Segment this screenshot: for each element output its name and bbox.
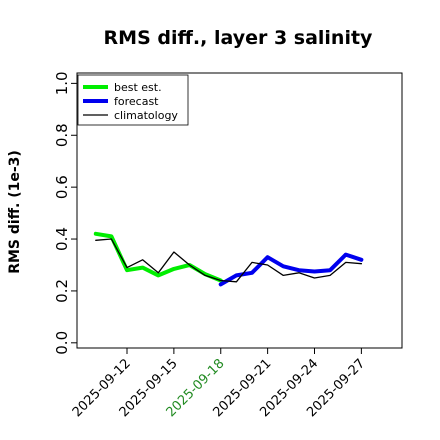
y-tick-label: 0.2 (53, 279, 71, 303)
legend-label: climatology (114, 109, 178, 122)
y-tick-label: 0.6 (53, 175, 71, 199)
chart-title: RMS diff., layer 3 salinity (104, 27, 374, 49)
plot-area-frame (76, 72, 403, 349)
x-axis-ticks: 2025-09-122025-09-152025-09-182025-09-21… (70, 348, 368, 420)
y-tick-label: 1.0 (53, 71, 71, 95)
y-tick-label: 0.0 (53, 331, 71, 355)
series-line-climatology (95, 238, 363, 283)
series-lines (93, 231, 364, 287)
y-axis-ticks: 0.0 0.2 0.4 0.6 0.8 1.0 (53, 71, 77, 355)
legend-label: forecast (114, 95, 159, 108)
y-tick-label: 0.4 (53, 227, 71, 251)
series-line-forecast (218, 252, 364, 287)
y-axis-label: RMS diff. (1e-3) (7, 150, 23, 274)
legend-label: best est. (114, 81, 162, 94)
y-tick-label: 0.8 (53, 123, 71, 147)
